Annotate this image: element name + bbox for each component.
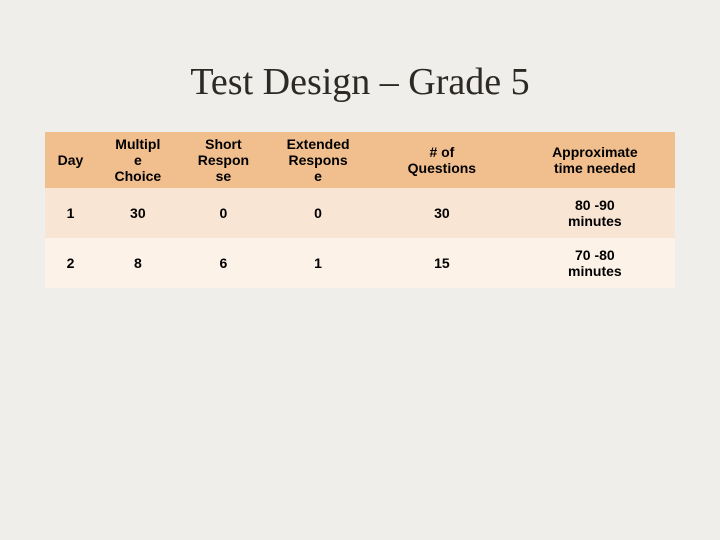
col-header-approx-time: Approximatetime needed [515,132,675,188]
slide-title: Test Design – Grade 5 [45,60,675,104]
col-header-extended-response: ExtendedResponse [267,132,369,188]
cell-short-response: 0 [180,188,267,238]
cell-extended-response: 1 [267,238,369,288]
cell-day: 1 [45,188,96,238]
table-row: 2 8 6 1 15 70 -80minutes [45,238,675,288]
cell-extended-response: 0 [267,188,369,238]
table-header-row: Day MultipleChoice ShortResponse Extende… [45,132,675,188]
col-header-multiple-choice: MultipleChoice [96,132,180,188]
cell-approx-time: 80 -90minutes [515,188,675,238]
cell-num-questions: 15 [369,238,515,288]
col-header-short-response: ShortResponse [180,132,267,188]
cell-multiple-choice: 30 [96,188,180,238]
col-header-num-questions: # ofQuestions [369,132,515,188]
cell-num-questions: 30 [369,188,515,238]
cell-approx-time: 70 -80minutes [515,238,675,288]
cell-short-response: 6 [180,238,267,288]
cell-multiple-choice: 8 [96,238,180,288]
test-design-table: Day MultipleChoice ShortResponse Extende… [45,132,675,288]
col-header-day: Day [45,132,96,188]
cell-day: 2 [45,238,96,288]
table-row: 1 30 0 0 30 80 -90minutes [45,188,675,238]
slide: Test Design – Grade 5 Day MultipleChoice… [0,0,720,540]
